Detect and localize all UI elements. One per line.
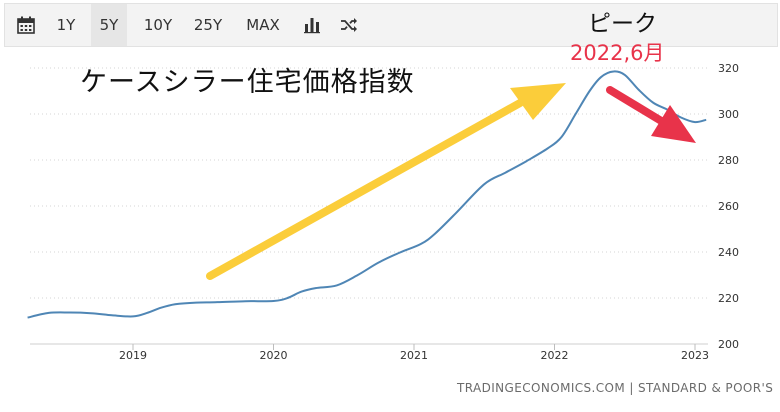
- peak-annotation-date: 2022,6月: [570, 41, 665, 65]
- x-tick-label: 2021: [400, 349, 428, 362]
- x-tick-label: 2022: [541, 349, 569, 362]
- x-axis-ticks: 2019 2020 2021 2022 2023: [119, 344, 709, 362]
- range-10y-button[interactable]: 10Y: [143, 16, 173, 34]
- range-5y-button[interactable]: 5Y: [91, 4, 127, 46]
- y-tick-label: 280: [718, 154, 739, 167]
- down-trend-arrow: [606, 86, 696, 143]
- range-max-button[interactable]: MAX: [246, 16, 280, 34]
- chart-toolbar: 1Y 5Y 10Y 25Y MAX: [4, 3, 778, 47]
- gridlines: [30, 67, 708, 299]
- y-tick-label: 320: [718, 62, 739, 75]
- x-tick-label: 2019: [119, 349, 147, 362]
- y-tick-label: 300: [718, 108, 739, 121]
- source-credit: TRADINGECONOMICS.COM | STANDARD & POOR'S: [457, 381, 774, 395]
- up-trend-arrow: [206, 83, 566, 280]
- range-1y-button[interactable]: 1Y: [56, 16, 76, 34]
- y-tick-label: 220: [718, 292, 739, 305]
- calendar-icon[interactable]: [17, 16, 35, 34]
- bar-chart-icon[interactable]: [303, 16, 321, 34]
- x-tick-label: 2020: [260, 349, 288, 362]
- series-line: [27, 70, 707, 319]
- range-25y-button[interactable]: 25Y: [193, 16, 223, 34]
- y-axis-ticks: 200 220 240 260 280 300 320: [718, 62, 739, 351]
- shuffle-icon[interactable]: [340, 16, 358, 34]
- chart-annotation-title: ケースシラー住宅価格指数: [80, 67, 415, 98]
- y-tick-label: 200: [718, 338, 739, 351]
- x-tick-label: 2023: [681, 349, 709, 362]
- peak-annotation-label: ピーク: [588, 11, 657, 37]
- y-tick-label: 260: [718, 200, 739, 213]
- y-tick-label: 240: [718, 246, 739, 259]
